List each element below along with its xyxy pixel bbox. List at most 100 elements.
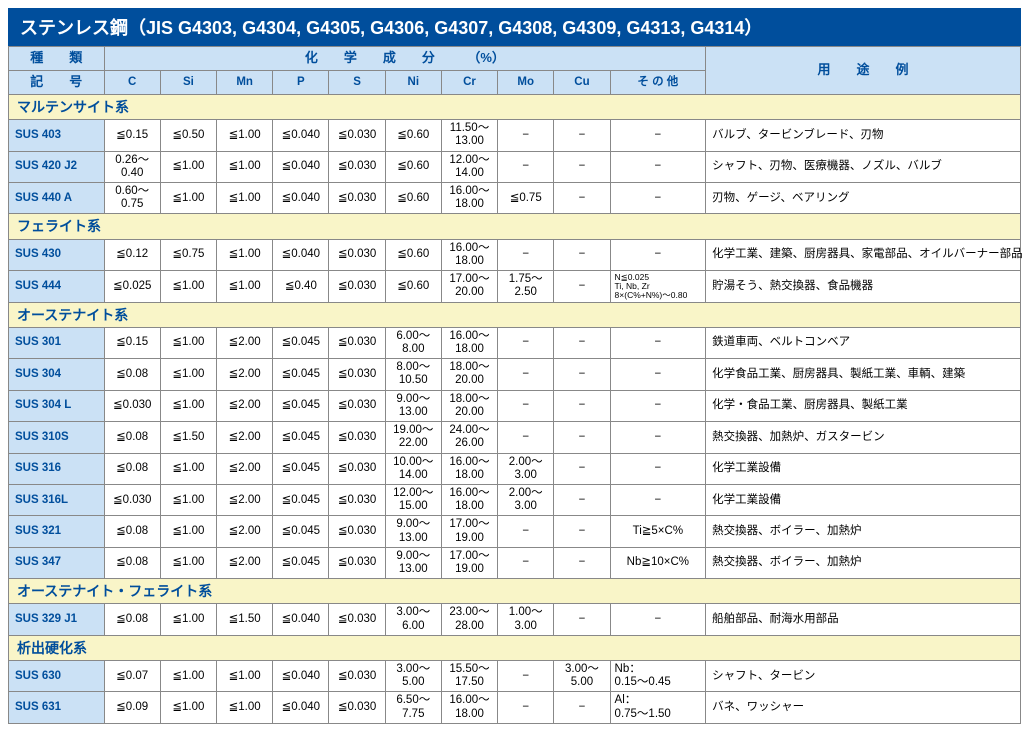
cell-mn: ≦1.00 [217,239,273,270]
section-name: オーステナイト・フェライト系 [9,579,1021,604]
cell-si: ≦0.75 [160,239,216,270]
table-row: SUS 316≦0.08≦1.00≦2.00≦0.045≦0.03010.00～… [9,453,1021,484]
cell-ni: 3.00～6.00 [385,604,441,635]
grade-cell: SUS 329 J1 [9,604,105,635]
cell-si: ≦1.00 [160,151,216,182]
grade-cell: SUS 347 [9,547,105,578]
usage-cell: 熱交換器、ボイラー、加熱炉 [706,516,1021,547]
cell-ni: ≦0.60 [385,270,441,302]
cell-cr: 24.00～26.00 [441,422,497,453]
hdr-col-other: そ の 他 [610,71,706,95]
cell-si: ≦1.00 [160,604,216,635]
cell-cu: − [554,359,610,390]
cell-p: ≦0.040 [273,660,329,691]
cell-cu: − [554,151,610,182]
grade-cell: SUS 304 [9,359,105,390]
cell-c: ≦0.08 [104,359,160,390]
hdr-col-s: S [329,71,385,95]
cell-p: ≦0.045 [273,327,329,358]
cell-cr: 17.00～19.00 [441,516,497,547]
cell-mo: − [498,359,554,390]
cell-p: ≦0.045 [273,453,329,484]
table-row: SUS 329 J1≦0.08≦1.00≦1.50≦0.040≦0.0303.0… [9,604,1021,635]
cell-mo: − [498,239,554,270]
cell-si: ≦1.00 [160,547,216,578]
grade-cell: SUS 403 [9,120,105,151]
usage-cell: シャフト、刃物、医療機器、ノズル、バルブ [706,151,1021,182]
usage-cell: 鉄道車両、ベルトコンベア [706,327,1021,358]
cell-s: ≦0.030 [329,390,385,421]
hdr-col-mo: Mo [498,71,554,95]
usage-cell: バネ、ワッシャー [706,692,1021,723]
cell-ni: 6.00～8.00 [385,327,441,358]
table-row: SUS 403≦0.15≦0.50≦1.00≦0.040≦0.030≦0.601… [9,120,1021,151]
cell-other: − [610,327,706,358]
grade-cell: SUS 310S [9,422,105,453]
usage-cell: 化学・食品工業、厨房器具、製紙工業 [706,390,1021,421]
cell-si: ≦1.00 [160,484,216,515]
cell-s: ≦0.030 [329,660,385,691]
cell-cu: − [554,422,610,453]
cell-s: ≦0.030 [329,604,385,635]
cell-ni: 12.00～15.00 [385,484,441,515]
cell-mo: 1.00～3.00 [498,604,554,635]
cell-mn: ≦2.00 [217,359,273,390]
cell-other: − [610,484,706,515]
table-row: SUS 440 A0.60～0.75≦1.00≦1.00≦0.040≦0.030… [9,182,1021,213]
cell-other: Al：0.75～1.50 [610,692,706,723]
cell-c: ≦0.08 [104,453,160,484]
cell-ni: ≦0.60 [385,151,441,182]
cell-c: ≦0.08 [104,547,160,578]
table-row: SUS 316L≦0.030≦1.00≦2.00≦0.045≦0.03012.0… [9,484,1021,515]
cell-si: ≦1.00 [160,516,216,547]
cell-p: ≦0.045 [273,484,329,515]
usage-cell: 化学食品工業、厨房器具、製紙工業、車輌、建築 [706,359,1021,390]
cell-c: ≦0.07 [104,660,160,691]
cell-c: ≦0.025 [104,270,160,302]
cell-cr: 16.00～18.00 [441,182,497,213]
cell-p: ≦0.040 [273,182,329,213]
cell-s: ≦0.030 [329,453,385,484]
page-title: ステンレス鋼（JIS G4303, G4304, G4305, G4306, G… [8,8,1021,46]
cell-p: ≦0.040 [273,151,329,182]
cell-mo: 1.75～2.50 [498,270,554,302]
cell-c: ≦0.030 [104,390,160,421]
cell-s: ≦0.030 [329,182,385,213]
cell-s: ≦0.030 [329,239,385,270]
cell-mn: ≦1.50 [217,604,273,635]
cell-si: ≦1.00 [160,660,216,691]
section-row: オーステナイト・フェライト系 [9,579,1021,604]
cell-s: ≦0.030 [329,692,385,723]
cell-cr: 15.50～17.50 [441,660,497,691]
table-row: SUS 420 J20.26～0.40≦1.00≦1.00≦0.040≦0.03… [9,151,1021,182]
grade-cell: SUS 420 J2 [9,151,105,182]
cell-c: ≦0.15 [104,120,160,151]
cell-si: ≦1.00 [160,390,216,421]
cell-ni: 19.00～22.00 [385,422,441,453]
cell-mn: ≦1.00 [217,692,273,723]
cell-cu: − [554,547,610,578]
table-row: SUS 304 L≦0.030≦1.00≦2.00≦0.045≦0.0309.0… [9,390,1021,421]
stainless-table: 種 類 化 学 成 分 （%） 用 途 例 記 号 C Si Mn P S Ni… [8,46,1021,724]
hdr-col-si: Si [160,71,216,95]
cell-c: ≦0.09 [104,692,160,723]
cell-mo: − [498,692,554,723]
section-row: フェライト系 [9,214,1021,239]
cell-s: ≦0.030 [329,547,385,578]
cell-cr: 11.50～13.00 [441,120,497,151]
cell-c: 0.26～0.40 [104,151,160,182]
cell-other: − [610,359,706,390]
cell-p: ≦0.040 [273,120,329,151]
cell-mo: − [498,422,554,453]
cell-p: ≦0.045 [273,390,329,421]
hdr-type-kind: 種 類 [9,47,105,71]
cell-cu: − [554,120,610,151]
grade-cell: SUS 430 [9,239,105,270]
cell-s: ≦0.030 [329,120,385,151]
cell-si: ≦0.50 [160,120,216,151]
cell-mn: ≦2.00 [217,390,273,421]
usage-cell: バルブ、タービンブレード、刃物 [706,120,1021,151]
cell-si: ≦1.00 [160,270,216,302]
cell-mo: − [498,120,554,151]
section-name: フェライト系 [9,214,1021,239]
